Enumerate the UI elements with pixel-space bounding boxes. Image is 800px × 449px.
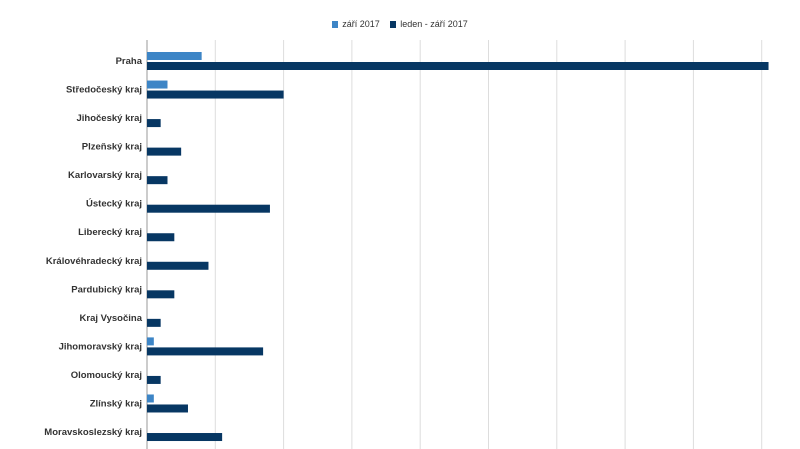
bar-jan-sep[interactable]	[147, 318, 161, 327]
legend-item-jan-sep[interactable]: leden - září 2017	[390, 19, 468, 29]
category-label: Pardubický kraj	[71, 284, 142, 295]
bar-jan-sep[interactable]	[147, 233, 175, 242]
bar-jan-sep[interactable]	[147, 375, 161, 384]
category-label: Ústecký kraj	[86, 198, 142, 210]
bar-september[interactable]	[147, 52, 202, 60]
legend-swatch	[390, 20, 397, 28]
bar-jan-sep[interactable]	[147, 433, 223, 442]
category-label: Kraj Vysočina	[80, 313, 143, 324]
category-label: Praha	[116, 56, 143, 67]
legend-swatch	[332, 20, 339, 28]
legend-label: září 2017	[342, 19, 380, 29]
legend: září 2017 leden - září 2017	[0, 19, 800, 30]
category-label: Zlínský kraj	[90, 398, 142, 409]
category-label: Královéhradecký kraj	[46, 256, 142, 267]
bar-jan-sep[interactable]	[147, 176, 168, 185]
bar-jan-sep[interactable]	[147, 261, 209, 270]
category-label: Středočeský kraj	[66, 85, 142, 96]
bar-september[interactable]	[147, 80, 168, 89]
legend-item-september[interactable]: září 2017	[332, 19, 380, 29]
bar-jan-sep[interactable]	[147, 90, 284, 99]
bar-jan-sep[interactable]	[147, 347, 264, 356]
category-label: Plzeňský kraj	[82, 142, 142, 153]
category-label: Jihomoravský kraj	[59, 341, 142, 352]
bar-jan-sep[interactable]	[147, 404, 188, 413]
bar-jan-sep[interactable]	[147, 62, 769, 70]
category-label: Karlovarský kraj	[68, 170, 142, 181]
bar-jan-sep[interactable]	[147, 119, 161, 128]
bar-jan-sep[interactable]	[147, 147, 182, 156]
bar-jan-sep[interactable]	[147, 290, 175, 299]
category-label: Jihočeský kraj	[77, 113, 143, 124]
bar-september[interactable]	[147, 337, 154, 346]
legend-label: leden - září 2017	[400, 19, 468, 29]
category-label: Moravskoslezský kraj	[44, 427, 142, 438]
category-label: Olomoucký kraj	[71, 370, 142, 381]
category-label: Liberecký kraj	[78, 227, 142, 238]
bar-september[interactable]	[147, 394, 154, 403]
bar-jan-sep[interactable]	[147, 204, 270, 213]
